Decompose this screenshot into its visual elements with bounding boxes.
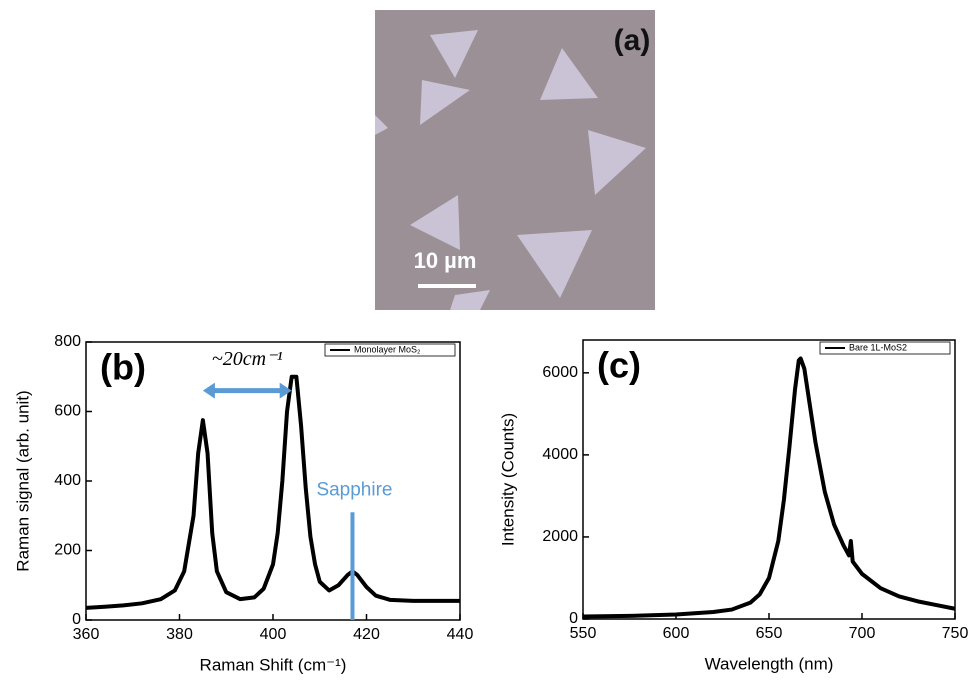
arrow-label: ~20cm⁻¹ <box>212 348 283 370</box>
legend-label: Bare 1L-MoS2 <box>849 342 907 352</box>
x-tick-label: 400 <box>260 626 287 643</box>
y-tick-label: 0 <box>72 611 81 628</box>
x-tick-label: 440 <box>447 626 474 643</box>
x-tick-label: 360 <box>73 626 100 643</box>
x-tick-label: 700 <box>849 625 876 642</box>
panel-label: (b) <box>100 347 146 388</box>
x-axis-label: Wavelength (nm) <box>705 654 834 673</box>
data-line <box>85 374 460 610</box>
y-tick-label: 4000 <box>542 446 578 463</box>
x-tick-label: 600 <box>663 625 690 642</box>
plot-frame <box>85 341 461 621</box>
flakes <box>375 30 646 310</box>
x-tick-label: 750 <box>942 625 969 642</box>
y-axis-label: Intensity (Counts) <box>498 413 517 546</box>
panel-label: (a) <box>614 24 651 57</box>
y-tick-label: 600 <box>54 403 81 420</box>
x-tick-label: 420 <box>353 626 380 643</box>
y-tick-label: 6000 <box>542 364 578 381</box>
x-tick-label: 650 <box>756 625 783 642</box>
x-axis-label: Raman Shift (cm⁻¹) <box>200 655 347 674</box>
y-tick-label: 200 <box>54 542 81 559</box>
panel-label: (c) <box>597 345 641 386</box>
arrow-head <box>279 382 292 399</box>
plot-frame <box>582 339 956 620</box>
marker-label: Sapphire <box>316 479 392 500</box>
y-tick-label: 2000 <box>542 528 578 545</box>
scale-bar-label: 10 µm <box>414 248 477 273</box>
y-axis-label: Raman signal (arb. unit) <box>13 390 32 571</box>
legend-box <box>324 343 456 357</box>
arrow-head <box>202 382 215 399</box>
x-tick-label: 550 <box>570 625 597 642</box>
micrograph: (a) 10 µm <box>375 10 655 310</box>
y-tick-label: 400 <box>54 472 81 489</box>
x-tick-label: 380 <box>166 626 193 643</box>
legend-label: Monolayer MoS₂ <box>354 344 421 354</box>
y-tick-label: 0 <box>569 610 578 627</box>
y-tick-label: 800 <box>54 333 81 350</box>
legend-box <box>819 341 951 355</box>
data-line <box>582 356 956 619</box>
